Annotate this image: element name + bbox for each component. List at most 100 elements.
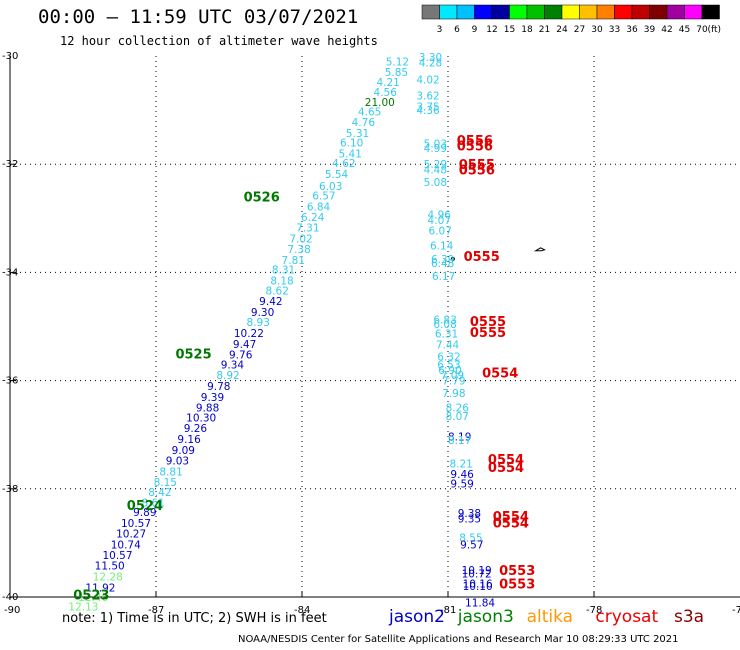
colorbar-swatch (684, 4, 703, 20)
swh-reading: 6.17 (432, 271, 455, 283)
colorbar-swatch (666, 4, 685, 20)
swh-reading: 3.75 (416, 101, 439, 113)
swh-reading: 5.29 (424, 159, 447, 171)
swh-reading: 5.08 (424, 177, 447, 189)
colorbar-label: 9 (472, 25, 478, 35)
pass-label: 0556 (457, 139, 493, 154)
swh-reading: 7.31 (296, 222, 319, 234)
swh-reading: 4.21 (376, 77, 399, 89)
colorbar-swatch (631, 4, 650, 20)
swh-reading: 5.03 (424, 139, 447, 151)
swh-reading: 9.35 (458, 514, 481, 526)
swh-reading: 9.03 (166, 456, 189, 468)
swh-reading: 9.26 (184, 423, 208, 435)
colorbar-swatch (649, 4, 668, 20)
pass-label: 0556 (459, 164, 495, 179)
swh-reading: 7.02 (289, 233, 312, 245)
colorbar-swatch (526, 4, 545, 20)
colorbar-swatch (421, 4, 440, 20)
credit-line: NOAA/NESDIS Center for Satellite Applica… (238, 634, 679, 645)
colorbar-swatch (474, 4, 493, 20)
pass-label: 0554 (493, 516, 529, 531)
colorbar-label: 42 (661, 25, 672, 35)
swh-reading: 8.18 (270, 276, 293, 288)
lon-tick-label: -81 (440, 605, 456, 616)
colorbar-label: 27 (574, 25, 585, 35)
satellite-cryosat: cryosat (595, 607, 659, 627)
swh-reading: 8.61 (141, 497, 164, 509)
pass-label: 0524 (127, 499, 163, 514)
colorbar-label: 36 (626, 25, 638, 35)
map-title: 00:00 – 11:59 UTC 03/07/2021 (38, 6, 359, 28)
swh-reading: 6.53 (437, 359, 460, 371)
pass-label: 0555 (470, 326, 506, 341)
swh-reading: 7.81 (282, 255, 305, 267)
colorbar-label: 30 (591, 25, 603, 35)
swh-reading: 9.59 (450, 478, 473, 490)
colorbar-unit: (ft) (708, 25, 722, 35)
pass-label: 0525 (175, 348, 211, 363)
colorbar-swatch (491, 4, 510, 20)
colorbar-label: 24 (556, 25, 568, 35)
swh-reading: 6.07 (429, 226, 452, 238)
swh-reading: 11.92 (85, 582, 115, 594)
island-shape (533, 247, 546, 252)
swh-reading: 4.02 (416, 74, 439, 86)
lon-tick-label: -84 (294, 605, 310, 616)
swh-reading: 9.88 (196, 403, 219, 415)
swh-reading: 10.19 (462, 565, 492, 577)
swh-reading: 6.31 (435, 329, 458, 341)
colorbar-label: 45 (679, 25, 690, 35)
swh-reading: 7.98 (442, 388, 465, 400)
swh-reading: 8.26 (446, 403, 470, 415)
swh-reading: 5.54 (325, 169, 349, 181)
swh-reading: 5.31 (346, 128, 369, 140)
swh-reading: 9.39 (201, 392, 224, 404)
swh-reading: 8.55 (459, 532, 482, 544)
swh-reading: 8.07 (446, 411, 469, 423)
swh-reading: 4.56 (374, 87, 398, 99)
swh-reading: 5.41 (339, 148, 362, 160)
colorbar-label: 70 (696, 25, 708, 35)
swh-reading: 10.72 (462, 569, 492, 581)
swh-reading: 3.30 (419, 52, 442, 64)
colorbar-label: 33 (609, 25, 620, 35)
swh-reading: 4.62 (332, 158, 355, 170)
swh-reading: 7.79 (442, 376, 465, 388)
colorbar-label: 39 (644, 25, 656, 35)
swh-reading: 9.30 (251, 307, 274, 319)
pass-label: 0523 (73, 588, 109, 603)
lon-tick-label: -78 (586, 605, 602, 616)
swh-reading: 4.36 (416, 105, 440, 117)
swh-reading: 11.84 (465, 597, 495, 609)
swh-reading: 8.81 (159, 466, 182, 478)
swh-reading: 6.08 (433, 319, 456, 331)
swh-reading: 4.76 (352, 117, 376, 129)
swh-reading: 8.92 (216, 370, 239, 382)
swh-reading: 9.42 (259, 296, 282, 308)
swh-reading: 6.90 (438, 365, 461, 377)
units-note: note: 1) Time is in UTC; 2) SWH is in fe… (62, 611, 327, 626)
swh-reading: 10.57 (102, 550, 132, 562)
island-shape (450, 256, 455, 261)
swh-reading: 6.32 (437, 351, 460, 363)
swh-reading: 10.57 (121, 518, 151, 530)
swh-reading: 8.19 (448, 431, 471, 443)
swh-reading: 9.16 (177, 434, 201, 446)
swh-reading: 10.74 (111, 540, 141, 552)
swh-reading: 6.57 (312, 191, 335, 203)
swh-reading: 9.47 (233, 339, 256, 351)
satellite-altika: altika (526, 607, 574, 627)
swh-reading: 4.07 (428, 215, 451, 227)
swh-reading: 5.12 (386, 56, 409, 68)
swh-reading: 21.00 (365, 97, 395, 109)
swh-reading: 9.76 (229, 350, 253, 362)
colorbar-swatch (439, 4, 458, 20)
swh-reading: 7.38 (287, 244, 310, 256)
swh-reading: 10.22 (234, 328, 264, 340)
colorbar-label: 15 (504, 25, 515, 35)
swh-reading: 4.99 (424, 143, 447, 155)
pass-label: 0554 (482, 366, 518, 381)
swh-reading: 4.65 (358, 107, 381, 119)
swh-reading: 6.14 (430, 240, 454, 252)
